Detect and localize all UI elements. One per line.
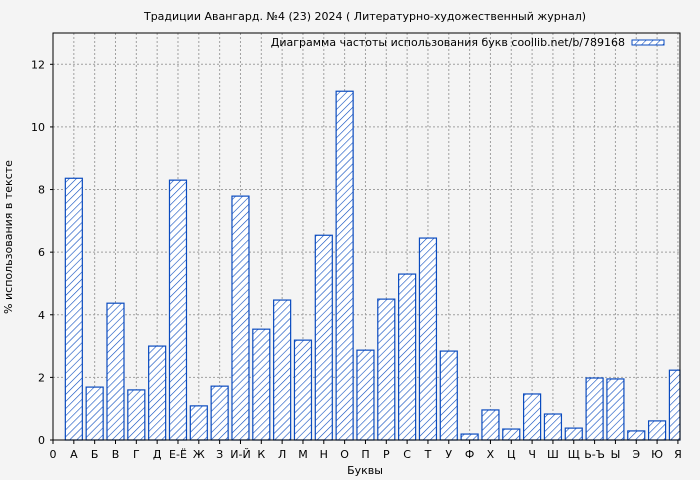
x-axis-label: Буквы xyxy=(347,464,383,477)
bar-М xyxy=(293,339,313,441)
bar-А xyxy=(64,177,83,441)
x-tick-label: А xyxy=(70,448,78,461)
bar-В xyxy=(106,302,125,441)
bar-Ь-Ъ xyxy=(585,377,604,441)
bar-З xyxy=(210,385,229,441)
x-tick-label: Ю xyxy=(651,448,663,461)
bar-Н xyxy=(314,234,333,441)
x-tick-label: О xyxy=(340,448,349,461)
bar-Ф xyxy=(460,433,479,441)
y-tick-label: 12 xyxy=(31,58,45,71)
y-tick-label: 4 xyxy=(38,309,45,322)
x-tick-label: В xyxy=(112,448,120,461)
bar-Ж xyxy=(189,405,208,441)
legend-swatch xyxy=(631,39,665,46)
x-tick-label: Е-Ё xyxy=(169,448,187,461)
y-tick-label: 0 xyxy=(38,434,45,447)
x-tick-label: Ч xyxy=(528,448,536,461)
x-tick-label: Г xyxy=(133,448,140,461)
x-tick-label: Щ xyxy=(568,448,580,461)
bar-Х xyxy=(481,409,500,441)
bar-О xyxy=(335,90,354,441)
bar-Д xyxy=(148,345,167,441)
x-tick-label: Д xyxy=(153,448,162,461)
bar-С xyxy=(398,273,417,441)
bar-Б xyxy=(85,386,104,441)
bar-Я xyxy=(668,369,681,441)
bar-И-Й xyxy=(231,195,250,441)
x-tick-label: Ц xyxy=(507,448,516,461)
chart-title: Традиции Авангард. №4 (23) 2024 ( Литера… xyxy=(143,10,586,23)
x-tick-label: Н xyxy=(320,448,328,461)
x-tick-label: Т xyxy=(424,448,432,461)
plot-frame xyxy=(52,32,681,441)
x-tick-label: К xyxy=(257,448,265,461)
bar-Ы xyxy=(606,378,625,441)
bar-Р xyxy=(377,298,396,441)
bar-П xyxy=(356,349,375,441)
x-tick-label: Х xyxy=(487,448,495,461)
bar-К xyxy=(252,328,271,441)
x-tick-label: Ф xyxy=(465,448,474,461)
bar-Ш xyxy=(543,413,563,441)
y-tick-label: 2 xyxy=(38,371,45,384)
bar-Ю xyxy=(647,420,667,441)
x-tick-label: П xyxy=(361,448,369,461)
x-tick-label: Я xyxy=(674,448,682,461)
bar-Ч xyxy=(523,393,542,441)
bar-Т xyxy=(418,237,438,441)
y-axis-label: % использования в тексте xyxy=(2,160,15,314)
x-tick-label: Ь-Ъ xyxy=(584,448,605,461)
x-tick-label: З xyxy=(216,448,223,461)
bar-Г xyxy=(127,389,146,441)
bar-Е-Ё xyxy=(168,179,188,441)
x-axis: 0 А Б В Г Д Е-Ё Ж З И-Й К Л М Н О П Р С Т У Ф Х Ц Ч Ш Щ Ь-Ъ Ы Э Ю Я xyxy=(50,440,682,461)
x-tick-label: 0 xyxy=(50,448,57,461)
x-tick-label: Р xyxy=(383,448,390,461)
x-tick-label: У xyxy=(445,448,452,461)
x-tick-label: Э xyxy=(632,448,640,461)
x-tick-label: И-Й xyxy=(230,448,250,461)
x-tick-label: Ж xyxy=(193,448,205,461)
x-tick-label: Л xyxy=(278,448,286,461)
y-tick-label: 6 xyxy=(38,246,45,259)
legend: Диаграмма частоты использования букв coo… xyxy=(271,36,665,49)
bar-У xyxy=(439,350,458,441)
bar-Л xyxy=(273,299,292,441)
bars xyxy=(64,90,681,441)
bar-Ц xyxy=(502,428,521,441)
x-tick-label: Б xyxy=(91,448,99,461)
y-tick-label: 8 xyxy=(38,184,45,197)
y-tick-label: 10 xyxy=(31,121,45,134)
x-tick-label: С xyxy=(403,448,411,461)
x-tick-label: Ш xyxy=(547,448,559,461)
x-tick-label: Ы xyxy=(611,448,621,461)
x-tick-label: М xyxy=(298,448,308,461)
y-axis: 0 2 4 6 8 10 12 xyxy=(31,58,53,447)
bar-Щ xyxy=(564,427,583,441)
legend-label: Диаграмма частоты использования букв coo… xyxy=(271,36,625,49)
bar-Э xyxy=(627,430,646,441)
